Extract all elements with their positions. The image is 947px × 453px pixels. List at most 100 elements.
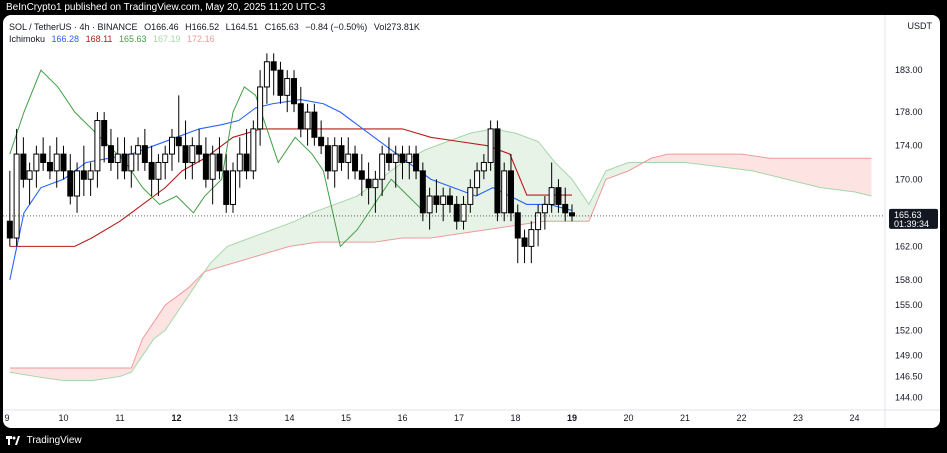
candle[interactable] — [107, 145, 114, 163]
candle[interactable] — [80, 170, 87, 180]
candle[interactable] — [135, 145, 142, 155]
candle[interactable] — [114, 153, 121, 163]
candle[interactable] — [87, 170, 94, 180]
candle[interactable] — [291, 78, 298, 105]
candle[interactable] — [53, 153, 60, 172]
candle[interactable] — [514, 212, 521, 239]
candle[interactable] — [318, 136, 325, 147]
candle[interactable] — [67, 170, 74, 197]
candle[interactable] — [257, 86, 264, 130]
candle[interactable] — [372, 178, 379, 189]
candle[interactable] — [20, 153, 27, 180]
candle[interactable] — [535, 212, 542, 231]
candle[interactable] — [311, 111, 318, 138]
tradingview-logo-icon — [6, 435, 20, 445]
candle[interactable] — [392, 153, 399, 163]
candle[interactable] — [94, 120, 101, 172]
cloud-segment — [399, 162, 403, 239]
candle[interactable] — [521, 237, 528, 247]
candle[interactable] — [460, 203, 467, 222]
candle[interactable] — [480, 161, 487, 172]
price-chart[interactable]: 144.00 146.50 149.00 152.00 155.00 158.00 162.… — [3, 15, 940, 428]
cloud-segment — [860, 158, 863, 194]
candle[interactable] — [446, 195, 453, 205]
candle[interactable] — [467, 187, 474, 205]
cloud-segment — [233, 243, 236, 264]
candle[interactable] — [406, 153, 413, 163]
candle[interactable] — [562, 203, 569, 214]
candle[interactable] — [501, 170, 508, 214]
candle[interactable] — [230, 170, 236, 205]
cloud-segment — [326, 206, 330, 243]
candle[interactable] — [379, 153, 386, 180]
candle[interactable] — [168, 136, 175, 155]
candle[interactable] — [385, 153, 392, 163]
time-tick-label: 13 — [228, 413, 238, 423]
candle[interactable] — [345, 153, 352, 163]
candle[interactable] — [474, 170, 481, 189]
candle[interactable] — [541, 203, 548, 214]
candle[interactable] — [26, 170, 33, 180]
candle[interactable] — [236, 153, 243, 172]
candle[interactable] — [189, 145, 196, 163]
candle[interactable] — [141, 145, 148, 163]
time-tick-label: 19 — [567, 413, 577, 423]
candle[interactable] — [46, 161, 53, 172]
candle[interactable] — [162, 153, 169, 163]
candle[interactable] — [528, 229, 535, 247]
candle[interactable] — [507, 170, 514, 214]
candle[interactable] — [331, 145, 338, 172]
candle[interactable] — [569, 212, 575, 217]
candle[interactable] — [399, 153, 406, 163]
candle[interactable] — [284, 78, 291, 96]
candle[interactable] — [548, 187, 555, 205]
candle[interactable] — [426, 195, 433, 214]
cloud-segment — [179, 292, 183, 310]
candle[interactable] — [453, 203, 460, 222]
candle[interactable] — [60, 153, 67, 172]
candle[interactable] — [40, 153, 47, 163]
candle[interactable] — [365, 178, 372, 189]
candle[interactable] — [202, 153, 209, 180]
candle[interactable] — [277, 69, 284, 96]
price-tick-label: 146.50 — [895, 371, 923, 381]
candle[interactable] — [121, 153, 128, 172]
candle[interactable] — [494, 128, 501, 214]
cloud-segment — [781, 158, 784, 179]
candle[interactable] — [297, 103, 304, 130]
candle[interactable] — [440, 195, 447, 205]
candle[interactable] — [263, 61, 270, 88]
candle[interactable] — [175, 136, 182, 147]
candle[interactable] — [250, 128, 257, 172]
candle[interactable] — [196, 145, 203, 155]
candle[interactable] — [101, 120, 108, 147]
candle[interactable] — [6, 220, 13, 239]
candle[interactable] — [155, 161, 162, 180]
candle[interactable] — [182, 145, 189, 163]
candle[interactable] — [209, 153, 216, 180]
candle[interactable] — [148, 161, 155, 180]
candle[interactable] — [433, 195, 440, 205]
candle[interactable] — [33, 153, 40, 172]
chart-panel[interactable]: 144.00 146.50 149.00 152.00 155.00 158.00 162.… — [3, 15, 940, 428]
candle[interactable] — [74, 170, 81, 197]
candle[interactable] — [270, 61, 277, 71]
candle[interactable] — [358, 170, 365, 180]
cloud-segment — [831, 158, 835, 190]
candle[interactable] — [419, 170, 426, 214]
candle[interactable] — [352, 153, 359, 172]
cloud-segment — [60, 368, 64, 381]
candle[interactable] — [324, 145, 331, 172]
candle[interactable] — [338, 145, 345, 163]
cloud-segment — [261, 232, 265, 255]
candle[interactable] — [128, 153, 135, 172]
candle[interactable] — [216, 153, 223, 172]
candle[interactable] — [13, 153, 20, 239]
candle[interactable] — [413, 153, 420, 172]
candle[interactable] — [555, 187, 562, 205]
candle[interactable] — [223, 170, 230, 205]
candle[interactable] — [487, 128, 494, 163]
candle[interactable] — [304, 111, 311, 130]
candle[interactable] — [243, 153, 250, 172]
indicator-row[interactable]: Ichimoku 166.28 168.11 165.63 167.19 172… — [9, 33, 424, 45]
